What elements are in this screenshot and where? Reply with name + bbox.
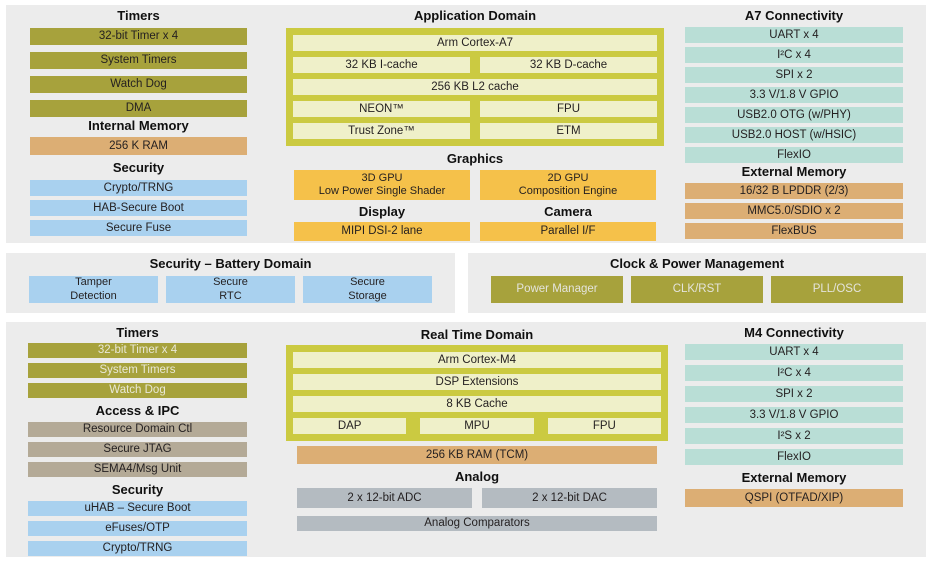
section-title-security-m4: Security bbox=[111, 482, 164, 497]
block-secure-jtag: Secure JTAG bbox=[28, 442, 247, 457]
section-title-display: Display bbox=[358, 204, 406, 219]
panel-application-domain: Timers 32-bit Timer x 4 System Timers Wa… bbox=[6, 5, 926, 243]
block-dsp-extensions: DSP Extensions bbox=[293, 374, 661, 390]
block-crypto-trng: Crypto/TRNG bbox=[30, 180, 247, 196]
block-m4-uart: UART x 4 bbox=[685, 344, 903, 360]
block-m4-i2c: I²C x 4 bbox=[685, 365, 903, 381]
section-title-timers-m4: Timers bbox=[116, 325, 159, 340]
block-analog-comparators: Analog Comparators bbox=[297, 516, 657, 531]
block-32bit-timer: 32-bit Timer x 4 bbox=[30, 28, 247, 45]
section-title-timers: Timers bbox=[117, 8, 160, 23]
block-cortex-m4: Arm Cortex-M4 bbox=[293, 352, 661, 368]
section-title-realtime-domain: Real Time Domain bbox=[420, 327, 534, 342]
block-fpu-a7: FPU bbox=[480, 101, 657, 117]
clock-power-row: Power Manager CLK/RST PLL/OSC bbox=[468, 276, 926, 303]
block-8kb-cache: 8 KB Cache bbox=[293, 396, 661, 412]
section-title-analog: Analog bbox=[454, 469, 500, 484]
panel-security-battery-domain: Security – Battery Domain Tamper Detecti… bbox=[6, 253, 455, 313]
cortex-a7-container: Arm Cortex-A7 32 KB I-cache 32 KB D-cach… bbox=[286, 28, 664, 146]
block-tamper-detection: Tamper Detection bbox=[29, 276, 158, 303]
block-dap: DAP bbox=[293, 418, 407, 434]
block-a7-flexio: FlexIO bbox=[685, 147, 903, 163]
display-camera-row: MIPI DSI-2 lane Parallel I/F bbox=[294, 222, 656, 241]
block-secure-fuse: Secure Fuse bbox=[30, 220, 247, 236]
block-uhab-secure-boot: uHAB – Secure Boot bbox=[28, 501, 247, 516]
section-title-clock-power: Clock & Power Management bbox=[609, 256, 785, 271]
panel-realtime-domain: Timers 32-bit Timer x 4 System Timers Wa… bbox=[6, 322, 926, 557]
section-title-graphics: Graphics bbox=[446, 151, 504, 166]
block-mipi-dsi: MIPI DSI-2 lane bbox=[294, 222, 470, 241]
graphics-row: 3D GPU Low Power Single Shader 2D GPU Co… bbox=[294, 170, 656, 200]
block-m4-watch-dog: Watch Dog bbox=[28, 383, 247, 398]
battery-domain-row: Tamper Detection Secure RTC Secure Stora… bbox=[6, 276, 455, 303]
col-bottom-left: Timers 32-bit Timer x 4 System Timers Wa… bbox=[28, 322, 247, 556]
cortex-m4-container: Arm Cortex-M4 DSP Extensions 8 KB Cache … bbox=[286, 345, 668, 441]
block-trustzone: Trust Zone™ bbox=[293, 123, 470, 139]
block-resource-domain-ctl: Resource Domain Ctl bbox=[28, 422, 247, 437]
display-camera-titles: Display Camera bbox=[294, 205, 656, 219]
block-l2-cache: 256 KB L2 cache bbox=[293, 79, 657, 95]
block-m4-spi: SPI x 2 bbox=[685, 386, 903, 402]
section-title-a7-connectivity: A7 Connectivity bbox=[744, 8, 844, 23]
col-top-left: Timers 32-bit Timer x 4 System Timers Wa… bbox=[30, 5, 247, 236]
block-a7-spi: SPI x 2 bbox=[685, 67, 903, 83]
block-lpddr: 16/32 B LPDDR (2/3) bbox=[685, 183, 903, 199]
block-system-timers: System Timers bbox=[30, 52, 247, 69]
section-title-battery-domain: Security – Battery Domain bbox=[149, 256, 312, 271]
col-bottom-right: M4 Connectivity UART x 4 I²C x 4 SPI x 2… bbox=[685, 322, 903, 507]
block-secure-rtc: Secure RTC bbox=[166, 276, 295, 303]
col-top-right: A7 Connectivity UART x 4 I²C x 4 SPI x 2… bbox=[685, 5, 903, 239]
block-dcache: 32 KB D-cache bbox=[480, 57, 657, 73]
block-a7-uart: UART x 4 bbox=[685, 27, 903, 43]
block-flexbus: FlexBUS bbox=[685, 223, 903, 239]
adc-dac-row: 2 x 12-bit ADC 2 x 12-bit DAC bbox=[297, 488, 657, 508]
block-dma: DMA bbox=[30, 100, 247, 117]
col-bottom-center: Real Time Domain Arm Cortex-M4 DSP Exten… bbox=[286, 322, 668, 531]
section-title-external-memory-m4: External Memory bbox=[741, 470, 847, 485]
block-pll-osc: PLL/OSC bbox=[771, 276, 903, 303]
block-hab-secure-boot: HAB-Secure Boot bbox=[30, 200, 247, 216]
section-title-camera: Camera bbox=[544, 204, 592, 219]
block-etm: ETM bbox=[480, 123, 657, 139]
block-256kb-ram-tcm: 256 KB RAM (TCM) bbox=[297, 446, 657, 464]
block-mmc-sdio: MMC5.0/SDIO x 2 bbox=[685, 203, 903, 219]
block-clk-rst: CLK/RST bbox=[631, 276, 763, 303]
block-icache: 32 KB I-cache bbox=[293, 57, 470, 73]
section-title-external-memory-top: External Memory bbox=[741, 164, 847, 179]
block-m4-crypto-trng: Crypto/TRNG bbox=[28, 541, 247, 556]
block-efuses-otp: eFuses/OTP bbox=[28, 521, 247, 536]
col-top-center: Application Domain Arm Cortex-A7 32 KB I… bbox=[286, 5, 664, 241]
block-m4-gpio: 3.3 V/1.8 V GPIO bbox=[685, 407, 903, 423]
block-a7-i2c: I²C x 4 bbox=[685, 47, 903, 63]
block-a7-gpio: 3.3 V/1.8 V GPIO bbox=[685, 87, 903, 103]
block-2d-gpu: 2D GPU Composition Engine bbox=[480, 170, 656, 200]
section-title-security-top: Security bbox=[112, 160, 165, 175]
section-title-application-domain: Application Domain bbox=[413, 8, 537, 23]
block-256k-ram: 256 K RAM bbox=[30, 137, 247, 155]
panel-clock-power-management: Clock & Power Management Power Manager C… bbox=[468, 253, 926, 313]
block-watch-dog: Watch Dog bbox=[30, 76, 247, 93]
block-m4-32bit-timer: 32-bit Timer x 4 bbox=[28, 343, 247, 358]
block-power-manager: Power Manager bbox=[491, 276, 623, 303]
block-sema4-msg-unit: SEMA4/Msg Unit bbox=[28, 462, 247, 477]
block-usb-otg: USB2.0 OTG (w/PHY) bbox=[685, 107, 903, 123]
block-mpu: MPU bbox=[420, 418, 534, 434]
block-3d-gpu: 3D GPU Low Power Single Shader bbox=[294, 170, 470, 200]
section-title-internal-memory: Internal Memory bbox=[88, 118, 189, 133]
section-title-access-ipc: Access & IPC bbox=[95, 403, 180, 418]
block-m4-system-timers: System Timers bbox=[28, 363, 247, 378]
block-adc: 2 x 12-bit ADC bbox=[297, 488, 472, 508]
block-usb-host: USB2.0 HOST (w/HSIC) bbox=[685, 127, 903, 143]
block-m4-flexio: FlexIO bbox=[685, 449, 903, 465]
block-cortex-a7: Arm Cortex-A7 bbox=[293, 35, 657, 51]
block-neon: NEON™ bbox=[293, 101, 470, 117]
block-secure-storage: Secure Storage bbox=[303, 276, 432, 303]
block-qspi: QSPI (OTFAD/XIP) bbox=[685, 489, 903, 507]
section-title-m4-connectivity: M4 Connectivity bbox=[744, 325, 844, 340]
block-fpu-m4: FPU bbox=[547, 418, 661, 434]
block-m4-i2s: I²S x 2 bbox=[685, 428, 903, 444]
block-parallel-if: Parallel I/F bbox=[480, 222, 656, 241]
block-dac: 2 x 12-bit DAC bbox=[482, 488, 657, 508]
